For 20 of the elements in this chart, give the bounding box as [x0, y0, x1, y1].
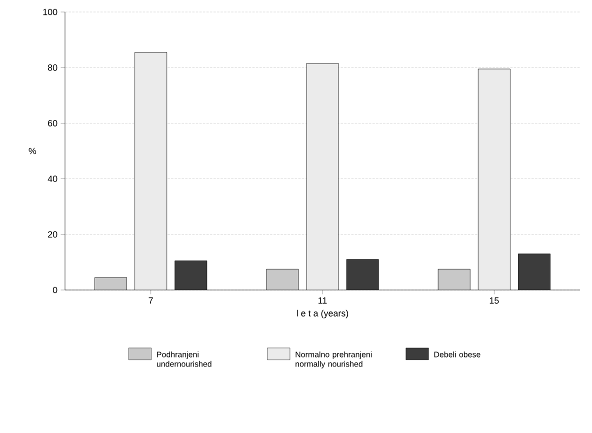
bar	[346, 259, 379, 290]
bar	[174, 260, 207, 290]
y-axis-title: %	[28, 148, 36, 154]
y-tick-label: 20	[48, 231, 58, 238]
y-tick-label: 80	[48, 64, 58, 71]
bar	[266, 269, 298, 290]
y-tick-label: 0	[52, 286, 58, 294]
bar	[478, 68, 510, 290]
x-tick-label: 11	[318, 297, 327, 304]
x-tick-label: 15	[490, 297, 499, 304]
x-tick-label: 7	[148, 297, 153, 304]
bar	[306, 63, 339, 290]
x-axis-title: l e t a (years)	[296, 310, 348, 318]
bar	[518, 254, 550, 290]
y-tick-label: 40	[48, 176, 58, 182]
y-tick-label: 60	[48, 120, 58, 126]
bar	[134, 52, 167, 290]
bar	[438, 268, 470, 290]
bar	[94, 277, 127, 290]
y-tick-label: 100	[43, 8, 58, 16]
